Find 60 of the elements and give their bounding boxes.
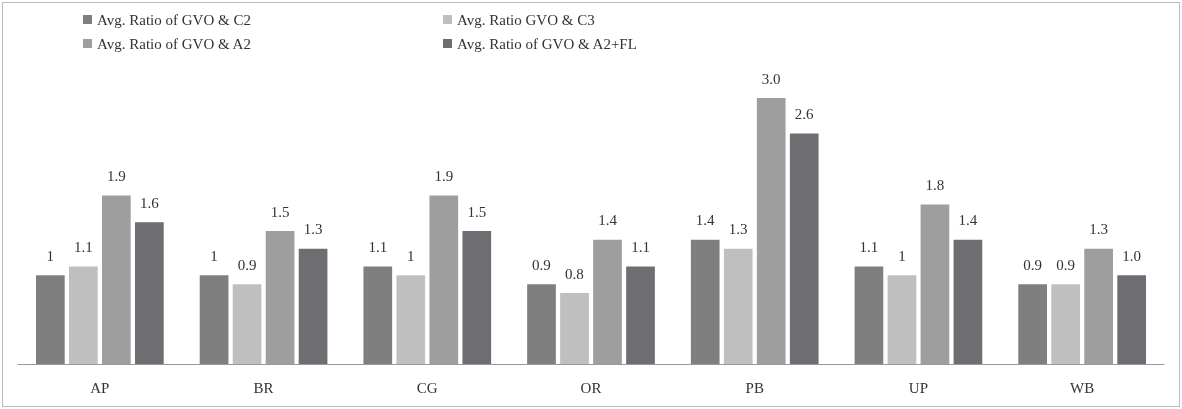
data-label: 1.3: [728, 221, 748, 238]
data-label: 1.9: [434, 168, 454, 185]
x-tick-label: OR: [580, 379, 602, 396]
bar: [199, 275, 229, 364]
data-label: 1.1: [859, 238, 879, 255]
bar: [462, 231, 492, 364]
bar: [69, 266, 98, 364]
data-label: 1: [898, 247, 906, 264]
data-label: 1.5: [270, 203, 290, 220]
data-label: 1.1: [73, 238, 93, 255]
data-label: 1.4: [598, 212, 618, 229]
data-label: 1.5: [467, 203, 487, 220]
bar: [560, 293, 589, 364]
data-label: 0.9: [237, 256, 257, 273]
x-tick-label: PB: [745, 379, 764, 396]
x-tick-label: CG: [416, 379, 438, 396]
bar: [363, 266, 393, 364]
bar: [232, 284, 262, 364]
x-tick-label: BR: [253, 379, 274, 396]
bar: [396, 275, 426, 364]
data-label: 1: [407, 247, 415, 264]
bar: [854, 266, 884, 364]
legend-label: Avg. Ratio of GVO & A2: [97, 35, 251, 52]
bar: [723, 248, 753, 364]
x-tick-label: AP: [90, 379, 110, 396]
bar: [527, 284, 556, 364]
data-label: 1.9: [106, 168, 126, 185]
data-label: 1.0: [1122, 247, 1142, 264]
bar: [135, 222, 164, 364]
bar: [887, 275, 917, 364]
bar: [298, 248, 328, 364]
data-label: 1.4: [958, 212, 978, 229]
data-label: 3.0: [761, 70, 781, 87]
data-label: 2.6: [794, 105, 815, 122]
data-label: 1: [210, 247, 218, 264]
data-label: 1.6: [139, 194, 160, 211]
data-label: 1.1: [368, 238, 388, 255]
x-tick-label: WB: [1070, 379, 1095, 396]
x-tick-label: UP: [908, 379, 929, 396]
bar: [789, 133, 819, 364]
bar: [1051, 284, 1080, 364]
data-label: 1.3: [303, 221, 323, 238]
data-label: 1.3: [1089, 221, 1109, 238]
data-label: 1: [46, 247, 55, 264]
bar: [36, 275, 65, 364]
legend-label: Avg. Ratio GVO & C3: [457, 11, 595, 28]
bar: [626, 266, 655, 364]
bar: [953, 239, 983, 364]
data-label: 0.8: [565, 265, 584, 282]
data-label: 1.4: [695, 212, 716, 229]
data-label: 0.9: [1023, 256, 1043, 273]
legend-label: Avg. Ratio of GVO & A2+FL: [457, 35, 637, 52]
legend-label: Avg. Ratio of GVO & C2: [97, 11, 251, 28]
bar: [1117, 275, 1146, 364]
data-label: 0.9: [1056, 256, 1076, 273]
data-label: 1.1: [631, 238, 650, 255]
bar: [1018, 284, 1047, 364]
data-label: 0.9: [532, 256, 551, 273]
data-label: 1.8: [925, 176, 945, 193]
bar: [690, 239, 720, 364]
